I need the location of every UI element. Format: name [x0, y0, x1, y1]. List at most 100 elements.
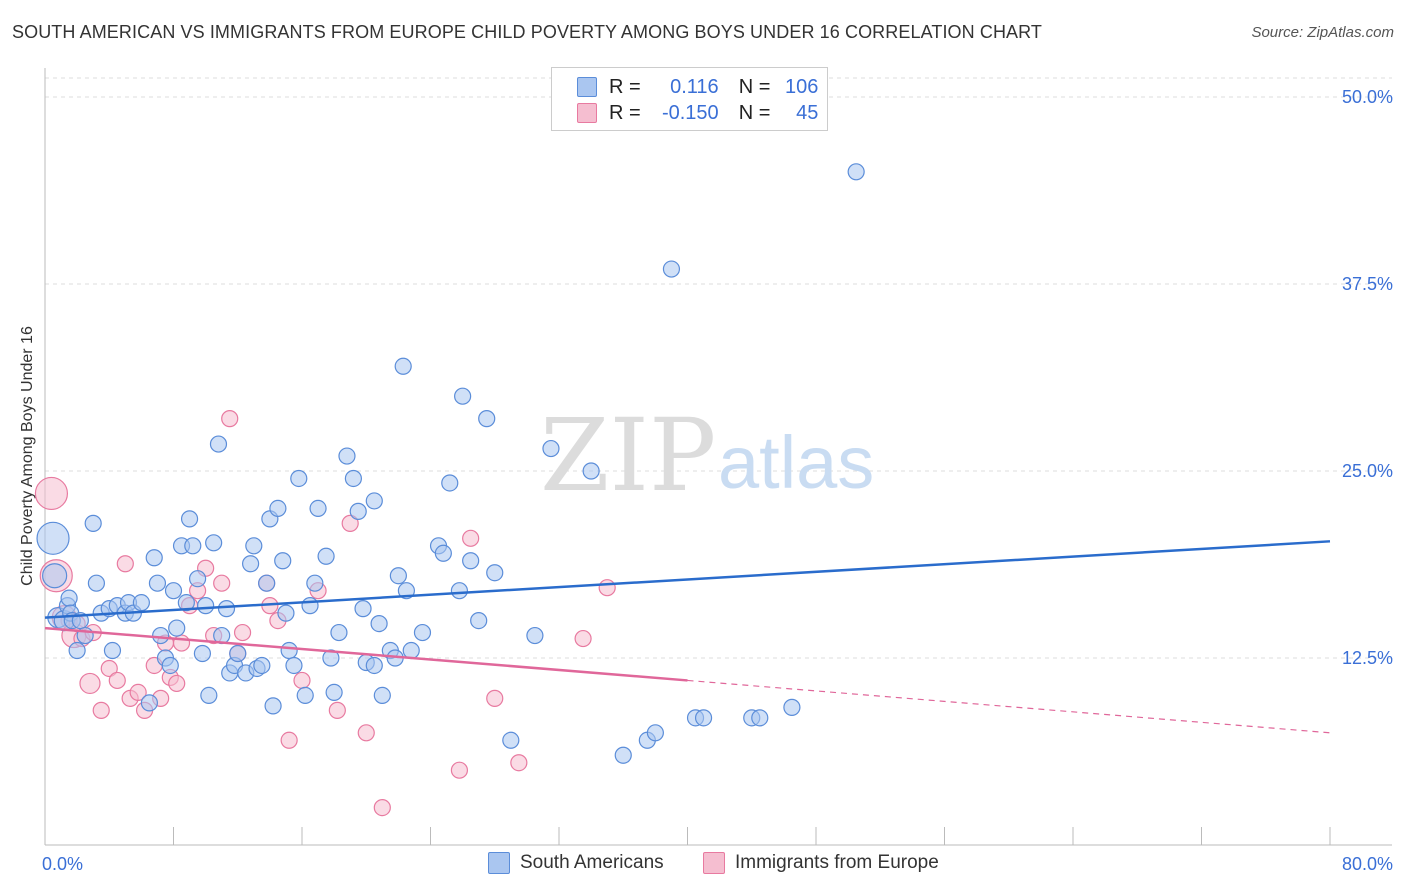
south-americans-point: [177, 594, 195, 612]
south-americans-point: [365, 656, 383, 675]
south-americans-point: [209, 435, 228, 453]
trend-line-south-americans: [44, 540, 1331, 619]
south-americans-point: [582, 462, 600, 480]
south-americans-point: [184, 537, 202, 555]
south-americans-point: [847, 163, 865, 181]
legend-swatch-blue: [488, 852, 510, 874]
legend-swatch-blue: [577, 77, 597, 97]
south-americans-point: [290, 469, 308, 488]
south-americans-point: [205, 534, 223, 552]
legend-row-south-americans: R = 0.116 N = 106: [577, 74, 818, 100]
south-americans-point: [258, 574, 276, 592]
south-americans-point: [434, 544, 452, 562]
south-americans-point: [402, 641, 420, 660]
immigrants-point: [108, 671, 126, 690]
immigrants-point: [357, 724, 375, 742]
south-americans-point: [478, 410, 496, 428]
legend-swatch-pink: [577, 103, 597, 123]
immigrants-point: [574, 629, 592, 648]
legend-n-value: 106: [785, 75, 819, 98]
south-americans-point: [322, 649, 340, 667]
immigrants-point: [100, 659, 118, 678]
series-south-americans: [36, 163, 865, 764]
chart-title: SOUTH AMERICAN VS IMMIGRANTS FROM EUROPE…: [12, 22, 1043, 42]
south-americans-point: [614, 746, 632, 764]
legend-label-south-americans: South Americans: [520, 852, 664, 873]
south-americans-point: [161, 656, 179, 675]
south-americans-point: [200, 686, 218, 705]
south-americans-point: [188, 570, 207, 588]
immigrants-point: [221, 410, 239, 428]
south-americans-point: [344, 469, 362, 488]
immigrants-point: [462, 529, 480, 547]
south-americans-point: [264, 697, 282, 715]
legend-r-value: -0.150: [661, 101, 719, 124]
south-americans-point: [145, 549, 163, 567]
south-americans-point: [103, 641, 122, 660]
south-americans-point: [242, 555, 260, 573]
immigrants-point: [213, 574, 231, 592]
south-americans-point: [646, 724, 664, 742]
south-americans-point: [168, 619, 186, 637]
south-americans-point: [365, 492, 383, 510]
south-americans-point: [245, 537, 263, 555]
south-americans-point: [462, 552, 480, 570]
legend-row-immigrants-from-europe: R = -0.150 N = 45: [577, 100, 818, 126]
south-americans-point: [253, 656, 271, 675]
south-americans-point: [296, 686, 314, 705]
legend-swatch-pink: [703, 852, 725, 874]
immigrants-point: [341, 514, 359, 532]
south-americans-point: [450, 582, 469, 600]
immigrants-point: [233, 623, 252, 642]
immigrants-point: [79, 672, 101, 695]
legend-n-label: N =: [738, 101, 771, 124]
legend-item-immigrants-from-europe[interactable]: Immigrants from Europe: [703, 852, 939, 874]
south-americans-point: [394, 357, 412, 375]
south-americans-point: [285, 656, 303, 675]
south-americans-point: [542, 439, 560, 458]
legend-item-south-americans[interactable]: South Americans: [488, 852, 664, 874]
immigrants-point: [280, 731, 298, 749]
south-americans-point: [152, 626, 170, 645]
south-americans-point: [274, 552, 292, 570]
south-americans-point: [783, 698, 801, 716]
immigrants-point: [510, 754, 528, 772]
immigrants-point: [598, 579, 616, 597]
south-americans-point: [84, 514, 102, 532]
south-americans-point: [526, 626, 544, 645]
south-americans-point: [330, 623, 348, 642]
legend-label-immigrants-from-europe: Immigrants from Europe: [735, 852, 939, 873]
south-americans-point: [306, 574, 324, 592]
watermark-atlas: atlas: [718, 421, 874, 504]
tick-labels: 12.5% 25.0% 37.5% 50.0% 0.0% 80.0%: [42, 87, 1393, 874]
south-americans-point: [751, 709, 769, 727]
south-americans-point: [193, 644, 212, 663]
source-label: Source: ZipAtlas.com: [1251, 24, 1394, 41]
immigrants-point: [168, 674, 186, 693]
legend-n-value: 45: [796, 101, 819, 124]
south-americans-point: [180, 510, 199, 528]
south-americans-point: [389, 567, 407, 585]
trend-line-immigrants-solid: [44, 626, 688, 682]
south-americans-point: [662, 260, 681, 278]
south-americans-point: [217, 600, 236, 618]
axes: [44, 68, 1392, 846]
legend-r-label: R =: [609, 101, 641, 124]
immigrants-point: [293, 671, 311, 690]
legend-r-value: 0.116: [670, 75, 719, 98]
south-americans-point: [486, 564, 504, 582]
south-americans-point: [470, 611, 488, 630]
south-americans-point: [132, 594, 150, 612]
south-americans-point: [269, 499, 287, 517]
y-tick-label: 50.0%: [1342, 87, 1393, 107]
south-americans-point: [441, 474, 459, 492]
immigrants-point: [172, 634, 191, 652]
trend-lines: [44, 540, 1331, 734]
immigrants-point: [486, 689, 504, 707]
south-americans-point: [68, 641, 86, 660]
y-tick-label: 12.5%: [1342, 648, 1393, 668]
trend-line-immigrants-dashed: [687, 679, 1331, 734]
south-americans-point: [301, 597, 319, 615]
series-legend: South Americans Immigrants from Europe: [0, 852, 1406, 878]
